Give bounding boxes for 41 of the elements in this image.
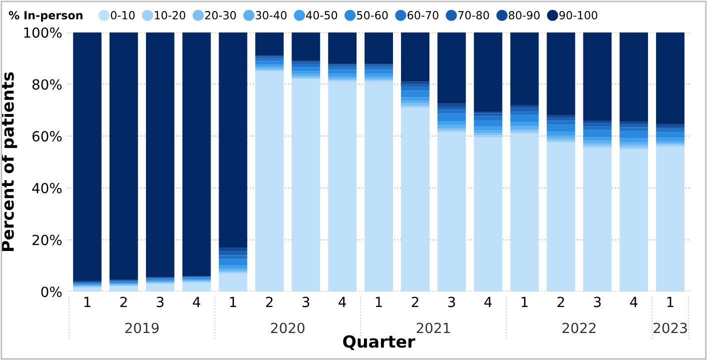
x-axis-title: Quarter (343, 335, 416, 350)
y-tick-label: 40% (32, 182, 62, 194)
x-tick-label: 4 (338, 296, 346, 308)
text: 2020 (271, 322, 304, 334)
legend-title: % In-person (8, 11, 82, 22)
text: 2022 (562, 322, 596, 334)
x-tick-label: 3 (156, 296, 164, 308)
x-tick-label: 3 (302, 296, 310, 308)
x-tick-label: 3 (594, 296, 601, 308)
x-tick-label: 1 (230, 296, 236, 308)
y-tick-label: 80% (32, 79, 62, 90)
legend-label: 40-50 (306, 11, 338, 20)
y-tick-label: 20% (32, 234, 62, 246)
legend-label: 30-40 (256, 11, 287, 20)
x-tick-label: 1 (667, 296, 674, 308)
legend-label: 90-100 (559, 11, 598, 20)
text: 2023 (654, 322, 687, 334)
x-tick-label: 2 (558, 296, 564, 308)
y-tick-label: 60% (32, 131, 62, 142)
legend-label: 10-20 (154, 11, 186, 20)
legend-label: 0-10 (110, 11, 135, 20)
legend-label: 60-70 (408, 11, 438, 20)
x-tick-label: 4 (484, 296, 492, 308)
x-tick-label: 1 (84, 296, 90, 308)
text: 2019 (125, 322, 159, 334)
x-tick-label: 2 (266, 296, 272, 308)
x-tick-label: 2 (412, 296, 418, 308)
text: 2021 (416, 322, 450, 334)
legend-label: 20-30 (205, 11, 236, 20)
x-tick-label: 1 (522, 296, 528, 308)
x-tick-label: 2 (120, 296, 127, 308)
y-axis-title: Percent of patients (1, 72, 18, 251)
x-tick-label: 4 (630, 296, 638, 308)
y-tick-label: 100% (24, 27, 62, 38)
x-tick-label: 4 (192, 296, 200, 308)
legend-label: 80-90 (508, 11, 540, 20)
x-tick-label: 1 (376, 296, 382, 308)
legend-label: 50-60 (357, 11, 388, 20)
y-tick-label: 0% (41, 286, 62, 298)
legend-label: 70-80 (458, 11, 489, 20)
x-tick-label: 3 (448, 296, 455, 308)
